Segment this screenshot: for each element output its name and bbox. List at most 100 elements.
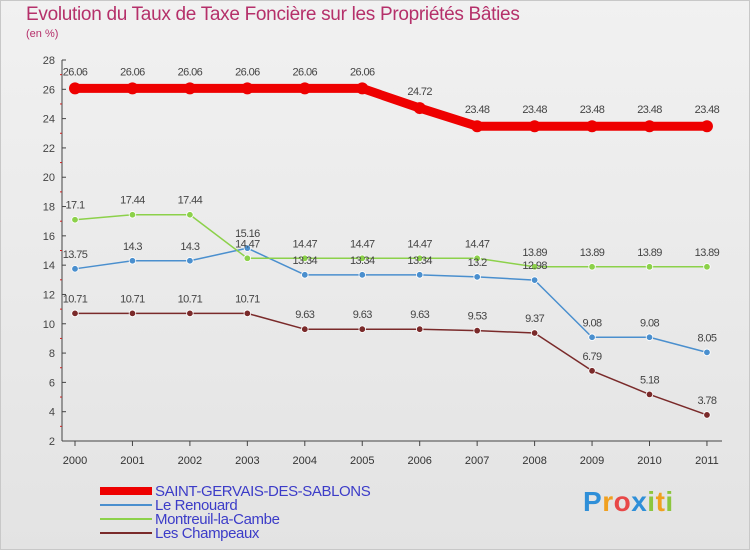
data-label: 12.98 — [522, 260, 547, 272]
data-label: 17.44 — [178, 195, 203, 207]
legend-swatch — [100, 504, 152, 506]
data-point — [416, 271, 424, 279]
data-point — [586, 120, 599, 133]
data-point — [186, 211, 194, 219]
data-label: 13.89 — [522, 247, 547, 259]
x-tick-label: 2005 — [350, 455, 374, 467]
proxiti-logo: Proxiti — [583, 486, 674, 517]
legend-label: Montreuil-la-Cambe — [155, 511, 280, 528]
data-point — [358, 271, 366, 279]
data-point — [186, 309, 194, 318]
data-point — [71, 265, 79, 273]
legend-label: Le Renouard — [155, 497, 238, 514]
data-label: 14.47 — [407, 238, 432, 250]
data-point — [69, 82, 81, 95]
data-label: 10.71 — [178, 293, 203, 305]
x-tick-label: 2004 — [293, 455, 317, 467]
data-label: 14.3 — [123, 241, 142, 253]
y-tick-label: 18 — [43, 202, 55, 214]
data-point — [243, 309, 252, 318]
data-label: 23.48 — [465, 104, 490, 116]
data-point — [128, 257, 137, 265]
data-label: 26.06 — [350, 66, 375, 78]
data-label: 10.71 — [63, 293, 88, 305]
data-point — [186, 257, 194, 265]
data-label: 26.06 — [120, 66, 145, 78]
x-tick-label: 2009 — [580, 455, 604, 467]
data-label: 26.06 — [235, 66, 260, 78]
x-tick-label: 2000 — [63, 455, 87, 467]
data-point — [645, 263, 654, 271]
data-label: 26.06 — [63, 66, 88, 78]
legend-swatch — [100, 518, 152, 520]
data-point — [416, 325, 424, 333]
y-tick-label: 16 — [43, 231, 55, 243]
data-point — [413, 102, 426, 115]
data-label: 17.44 — [120, 195, 145, 207]
series-line-0 — [70, 83, 712, 131]
series-line-1 — [74, 247, 708, 354]
series-line-2 — [74, 213, 708, 268]
data-label: 23.48 — [637, 104, 662, 116]
data-point — [358, 325, 366, 333]
data-point — [356, 82, 369, 95]
data-point — [416, 254, 424, 262]
data-label: 6.79 — [583, 351, 602, 363]
y-tick-label: 8 — [49, 348, 55, 360]
data-label: 8.05 — [697, 332, 716, 344]
data-point — [128, 211, 137, 219]
data-point — [301, 254, 309, 262]
x-tick-label: 2006 — [407, 455, 431, 467]
data-label: 13.34 — [293, 255, 318, 267]
x-tick-label: 2008 — [522, 455, 546, 467]
data-point — [643, 120, 656, 133]
y-tick-label: 4 — [49, 407, 55, 419]
x-tick-label: 2003 — [235, 455, 259, 467]
x-tick-label: 2001 — [120, 455, 144, 467]
data-point — [703, 263, 711, 271]
legend-label: Les Champeaux — [155, 525, 260, 542]
data-point — [71, 216, 79, 224]
y-tick-label: 10 — [43, 319, 55, 331]
data-point — [301, 271, 309, 279]
data-point — [528, 120, 541, 133]
data-label: 13.89 — [695, 247, 720, 259]
data-label: 17.1 — [65, 200, 84, 212]
data-point — [703, 348, 711, 357]
data-point — [71, 309, 79, 318]
x-tick-label: 2007 — [465, 455, 489, 467]
y-tick-label: 6 — [49, 377, 55, 389]
data-point — [241, 82, 254, 95]
data-label: 26.06 — [178, 66, 203, 78]
data-label: 9.63 — [410, 309, 429, 321]
data-label: 9.63 — [295, 309, 314, 321]
data-point — [703, 411, 711, 419]
legend-swatch — [100, 487, 152, 495]
data-label: 23.48 — [695, 104, 720, 116]
data-point — [530, 263, 539, 271]
data-label: 14.3 — [180, 241, 199, 253]
x-tick-label: 2011 — [695, 455, 719, 467]
chart-subtitle: (en %) — [26, 28, 59, 40]
data-point — [298, 82, 311, 95]
legend-swatch — [100, 532, 152, 534]
data-label: 9.08 — [583, 317, 602, 329]
data-point — [588, 333, 596, 341]
data-point — [588, 263, 596, 271]
data-label: 14.47 — [235, 238, 260, 250]
y-tick-label: 14 — [43, 260, 55, 272]
data-label: 24.72 — [407, 86, 432, 98]
x-tick-label: 2010 — [637, 455, 661, 467]
data-label: 13.34 — [407, 255, 432, 267]
y-tick-label: 2 — [49, 436, 55, 448]
data-label: 9.53 — [468, 311, 487, 323]
data-point — [301, 325, 309, 333]
data-label: 9.63 — [353, 309, 372, 321]
data-label: 13.2 — [468, 257, 487, 269]
data-point — [700, 120, 713, 133]
data-label: 9.37 — [525, 313, 544, 325]
y-tick-label: 24 — [43, 114, 55, 126]
data-label: 14.47 — [350, 238, 375, 250]
data-label: 15.16 — [235, 228, 260, 240]
